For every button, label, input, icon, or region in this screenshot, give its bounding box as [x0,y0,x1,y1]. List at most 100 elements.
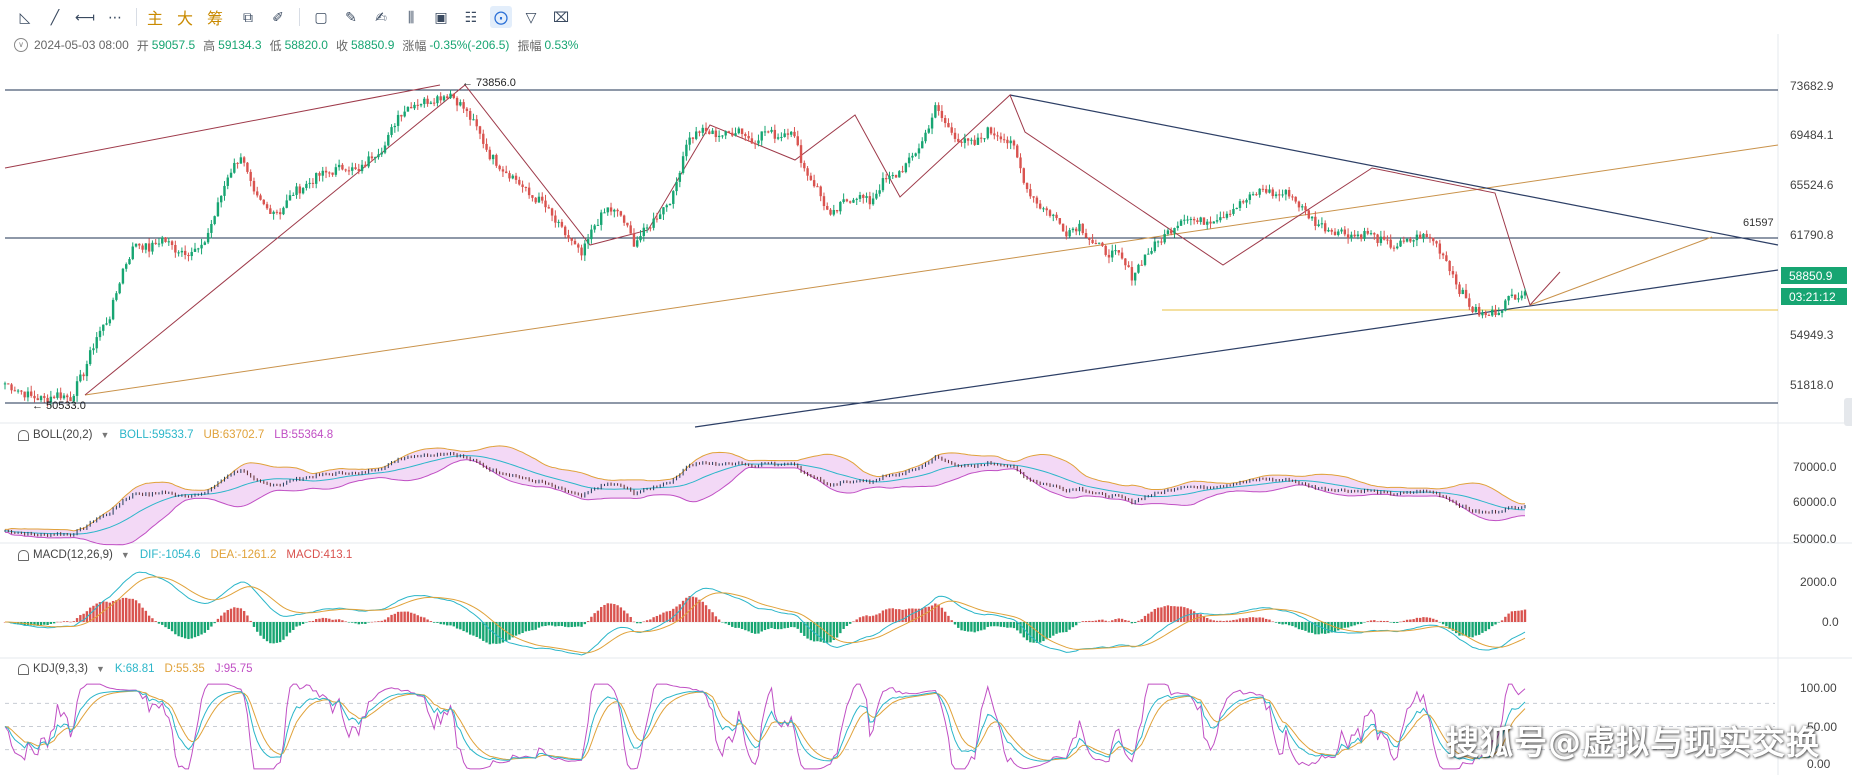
macd-histogram-bar [1183,607,1186,622]
macd-histogram-bar [174,622,177,635]
dropdown-icon[interactable]: ▼ [95,664,105,674]
macd-histogram-bar [619,607,623,622]
candle-body [1304,206,1307,211]
trend-angle-icon[interactable]: ◺ [19,8,31,25]
macd-histogram-bar [953,622,957,625]
kdj-name[interactable]: KDJ(9,3,3) [33,663,88,675]
candle-body [649,227,652,229]
chips-button[interactable]: 筹 [207,9,224,28]
more-dots-icon[interactable]: ⋯ [108,8,122,25]
macd-histogram-bar [806,622,809,639]
macd-histogram-bar [459,622,462,630]
macd-histogram-bar [636,622,639,624]
price-tick-5: 54949.3 [1790,328,1834,342]
candle-body [1025,182,1029,190]
candles-icon[interactable]: ⫼ [407,8,415,25]
macd-histogram-bar [727,622,731,626]
macd-histogram-bar [1170,606,1173,622]
eraser-icon[interactable]: ✐ [272,8,284,25]
macd-histogram-bar [596,610,600,622]
candle-body [799,145,803,163]
macd-histogram-bar [734,622,737,628]
candle-body [357,169,360,172]
change-label: 涨幅 [402,38,427,53]
candle-body [1048,210,1052,216]
candle-body [1183,219,1186,221]
macd-histogram-bar [1373,620,1376,622]
trend-line-icon[interactable]: ╱ [50,8,60,25]
macd-histogram-bar [1464,622,1468,637]
macd-histogram-bar [1071,622,1075,628]
macd-histogram-bar [704,605,708,622]
right-panel-handle[interactable] [1844,398,1852,426]
candle-body [976,137,980,145]
trash-icon[interactable]: ⌧ [552,8,570,25]
candle-body [547,207,550,209]
candle-body [921,141,924,149]
note-icon[interactable]: ☷ [464,8,478,25]
macd-histogram-bar [832,622,835,641]
candle-body [79,374,82,382]
macd-histogram-bar [1094,620,1098,622]
candle-body [1356,234,1360,237]
macd-histogram-bar [773,622,777,629]
candle-body [1019,157,1022,169]
pen-icon[interactable]: ✎ [345,8,357,25]
candle-body [1209,221,1212,224]
ruler-icon[interactable]: ▢ [314,8,328,25]
horizontal-ray-icon[interactable]: ⟻ [74,8,96,25]
candle-body [20,390,23,392]
macd-histogram-bar [446,622,449,626]
collapse-icon[interactable]: ∨ [14,38,28,52]
macd-histogram-bar [616,605,619,622]
macd-histogram-bar [360,622,364,624]
macd-histogram-bar [1317,622,1320,635]
magnet-icon[interactable]: ⨀ [490,6,513,28]
candle-body [482,133,485,144]
macd-histogram-bar [793,622,796,628]
macd-histogram-bar [1199,614,1202,622]
candle-body [1415,234,1419,241]
candle-body [16,390,20,392]
macd-histogram-bar [1025,622,1029,641]
macd-histogram-bar [632,621,636,623]
boll-name[interactable]: BOLL(20,2) [33,429,93,441]
macd-histogram-bar [1451,622,1455,631]
dropdown-icon[interactable]: ▼ [100,430,110,440]
macd-histogram-bar [822,622,826,643]
candle-body [400,114,403,117]
candle-body [1500,310,1504,313]
macd-histogram-bar [1153,609,1157,622]
big-button[interactable]: 大 [177,9,194,28]
filter-icon[interactable]: ▽ [525,8,537,25]
main-indicator-button[interactable]: 主 [147,9,164,28]
candle-body [501,169,505,172]
alert-bell-icon[interactable] [18,429,29,441]
macd-histogram-bar [468,622,472,635]
macd-histogram-bar [957,622,960,628]
macd-histogram-bar [318,618,321,622]
macd-histogram-bar [973,622,976,633]
dropdown-icon[interactable]: ▼ [120,550,130,560]
macd-histogram-bar [678,604,682,622]
brush-icon[interactable]: ✍ [375,8,387,25]
candle-body [33,395,36,399]
candle-body [1399,240,1402,247]
macd-histogram-bar [436,622,439,623]
lock-icon[interactable]: ▣ [434,8,448,25]
alert-bell-icon[interactable] [18,663,29,675]
alert-bell-icon[interactable] [18,549,29,561]
candle-body [390,127,393,135]
macd-histogram-bar [1032,622,1035,643]
candle-body [731,132,734,136]
candle-body [740,128,744,135]
macd-histogram-bar [1363,622,1366,623]
macd-name[interactable]: MACD(12,26,9) [33,549,113,561]
candle-body [403,111,406,117]
candle-body [1513,294,1517,300]
candle-body [1055,214,1058,219]
copy-icon[interactable]: ⧉ [243,8,254,25]
macd-histogram-bar [1232,619,1235,622]
macd-histogram-bar [43,622,46,625]
